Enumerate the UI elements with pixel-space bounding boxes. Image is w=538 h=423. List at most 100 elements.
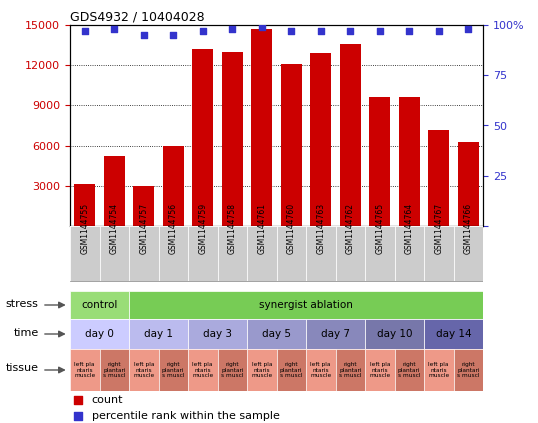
Text: day 14: day 14	[436, 329, 471, 339]
Point	[435, 27, 443, 34]
Point	[139, 32, 148, 38]
FancyBboxPatch shape	[306, 226, 336, 281]
FancyBboxPatch shape	[336, 349, 365, 391]
Text: left pla
ntaris
muscle: left pla ntaris muscle	[310, 362, 331, 378]
Text: synergist ablation: synergist ablation	[259, 300, 353, 310]
Bar	[251, 29, 272, 226]
Point	[81, 27, 89, 34]
Text: left pla
ntaris
muscle: left pla ntaris muscle	[133, 362, 154, 378]
Text: day 5: day 5	[262, 329, 291, 339]
Point	[376, 27, 384, 34]
Point	[74, 412, 82, 419]
FancyBboxPatch shape	[70, 226, 100, 281]
FancyBboxPatch shape	[217, 349, 247, 391]
Text: GSM1144761: GSM1144761	[257, 203, 266, 254]
FancyBboxPatch shape	[306, 319, 365, 349]
Bar	[133, 186, 154, 226]
Text: GSM1144762: GSM1144762	[346, 203, 355, 254]
FancyBboxPatch shape	[247, 226, 277, 281]
Text: right
plantari
s muscl: right plantari s muscl	[457, 362, 479, 378]
Text: GSM1144766: GSM1144766	[464, 203, 473, 254]
Text: GSM1144765: GSM1144765	[375, 203, 384, 254]
Bar	[399, 97, 420, 226]
Bar	[193, 49, 213, 226]
Text: day 1: day 1	[144, 329, 173, 339]
Text: percentile rank within the sample: percentile rank within the sample	[91, 411, 279, 421]
FancyBboxPatch shape	[424, 226, 454, 281]
Text: GSM1144755: GSM1144755	[80, 203, 89, 254]
Text: right
plantari
s muscl: right plantari s muscl	[339, 362, 362, 378]
Text: right
plantari
s muscl: right plantari s muscl	[280, 362, 302, 378]
Text: GSM1144756: GSM1144756	[169, 203, 178, 254]
Text: left pla
ntaris
muscle: left pla ntaris muscle	[428, 362, 449, 378]
FancyBboxPatch shape	[129, 319, 188, 349]
FancyBboxPatch shape	[277, 349, 306, 391]
FancyBboxPatch shape	[70, 349, 100, 391]
FancyBboxPatch shape	[424, 349, 454, 391]
FancyBboxPatch shape	[394, 349, 424, 391]
Point	[258, 24, 266, 30]
FancyBboxPatch shape	[306, 349, 336, 391]
FancyBboxPatch shape	[188, 319, 247, 349]
Text: stress: stress	[5, 299, 39, 309]
Text: right
plantari
s muscl: right plantari s muscl	[103, 362, 125, 378]
FancyBboxPatch shape	[70, 291, 129, 319]
Bar	[340, 44, 360, 226]
Text: GSM1144763: GSM1144763	[316, 203, 325, 254]
Text: day 7: day 7	[321, 329, 350, 339]
Text: left pla
ntaris
muscle: left pla ntaris muscle	[192, 362, 214, 378]
Bar	[310, 53, 331, 226]
FancyBboxPatch shape	[129, 349, 159, 391]
FancyBboxPatch shape	[129, 291, 483, 319]
Bar	[428, 129, 449, 226]
FancyBboxPatch shape	[129, 226, 159, 281]
FancyBboxPatch shape	[100, 226, 129, 281]
Point	[316, 27, 325, 34]
Point	[464, 26, 472, 33]
FancyBboxPatch shape	[454, 226, 483, 281]
Text: GSM1144754: GSM1144754	[110, 203, 119, 254]
Text: control: control	[81, 300, 118, 310]
FancyBboxPatch shape	[277, 226, 306, 281]
Bar	[370, 97, 390, 226]
FancyBboxPatch shape	[247, 319, 306, 349]
Text: count: count	[91, 395, 123, 405]
Text: day 0: day 0	[85, 329, 114, 339]
FancyBboxPatch shape	[394, 226, 424, 281]
Bar	[74, 184, 95, 226]
Bar	[281, 64, 302, 226]
FancyBboxPatch shape	[336, 226, 365, 281]
Text: GSM1144764: GSM1144764	[405, 203, 414, 254]
Text: time: time	[13, 327, 39, 338]
FancyBboxPatch shape	[365, 319, 424, 349]
Text: GSM1144760: GSM1144760	[287, 203, 296, 254]
Text: day 10: day 10	[377, 329, 412, 339]
Text: right
plantari
s muscl: right plantari s muscl	[162, 362, 185, 378]
FancyBboxPatch shape	[188, 349, 217, 391]
Bar	[222, 52, 243, 226]
Text: GSM1144758: GSM1144758	[228, 203, 237, 254]
Text: GSM1144767: GSM1144767	[434, 203, 443, 254]
FancyBboxPatch shape	[217, 226, 247, 281]
Point	[228, 26, 237, 33]
Text: GDS4932 / 10404028: GDS4932 / 10404028	[70, 11, 204, 24]
Point	[346, 27, 355, 34]
Text: GSM1144759: GSM1144759	[198, 203, 207, 254]
FancyBboxPatch shape	[247, 349, 277, 391]
Point	[169, 32, 178, 38]
Text: right
plantari
s muscl: right plantari s muscl	[398, 362, 421, 378]
Point	[74, 397, 82, 404]
FancyBboxPatch shape	[159, 349, 188, 391]
FancyBboxPatch shape	[70, 319, 129, 349]
Bar	[163, 146, 183, 226]
Text: left pla
ntaris
muscle: left pla ntaris muscle	[74, 362, 95, 378]
FancyBboxPatch shape	[424, 319, 483, 349]
Bar	[458, 142, 479, 226]
FancyBboxPatch shape	[365, 226, 394, 281]
Text: left pla
ntaris
muscle: left pla ntaris muscle	[369, 362, 391, 378]
Point	[199, 27, 207, 34]
Text: right
plantari
s muscl: right plantari s muscl	[221, 362, 244, 378]
FancyBboxPatch shape	[100, 349, 129, 391]
Text: left pla
ntaris
muscle: left pla ntaris muscle	[251, 362, 272, 378]
Point	[287, 27, 295, 34]
